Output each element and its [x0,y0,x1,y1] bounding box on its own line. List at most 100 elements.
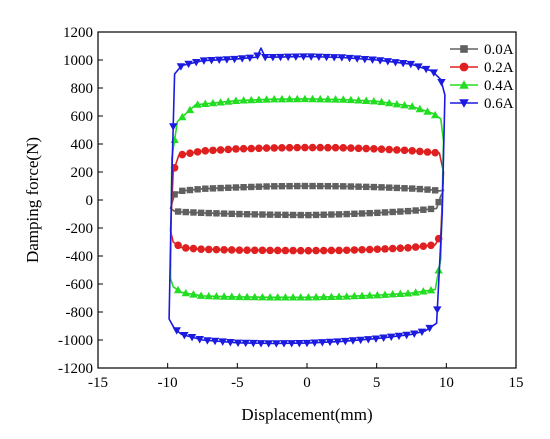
data-marker [347,183,355,190]
data-marker [427,241,435,250]
data-marker [233,339,243,348]
data-marker [232,184,240,191]
data-marker [266,211,274,218]
data-marker [287,340,296,348]
data-marker [270,144,279,152]
data-marker [207,57,216,65]
data-marker [335,246,343,255]
data-marker [383,58,393,66]
data-marker [377,145,386,153]
data-marker [220,246,228,254]
data-marker [342,246,351,255]
data-marker [459,99,469,108]
data-marker [285,143,294,152]
data-marker [201,99,210,108]
data-marker [193,148,202,156]
data-marker [435,198,442,206]
data-marker [348,337,358,345]
data-marker [262,144,271,152]
data-marker [174,241,182,250]
data-marker [181,244,190,252]
data-marker [416,147,424,156]
data-marker [247,144,256,153]
data-marker [215,56,224,65]
data-marker [190,209,197,216]
data-marker [212,292,221,300]
data-marker [228,210,235,218]
data-marker [337,54,347,62]
data-marker [411,288,420,296]
data-marker [186,186,194,194]
data-marker [324,182,332,190]
data-marker [263,183,270,190]
data-marker [322,53,331,62]
data-marker [224,145,233,154]
data-marker [231,96,241,104]
data-marker [295,339,304,348]
data-marker [387,333,396,342]
data-marker [241,339,250,348]
data-marker [385,145,394,154]
data-marker [277,94,287,103]
data-marker [311,292,321,301]
data-marker [366,209,373,217]
data-marker [325,338,335,347]
data-marker [306,53,316,61]
data-marker [259,211,266,218]
data-marker [335,211,343,218]
data-marker [346,95,356,104]
data-marker [374,209,381,217]
series-0.4A [169,94,445,301]
x-tick-label: 5 [373,375,381,391]
data-marker [378,184,385,191]
data-marker [212,245,221,254]
data-marker [331,95,340,103]
data-marker [224,97,233,105]
data-marker [431,148,439,157]
data-marker [283,53,293,62]
data-marker [193,100,202,108]
data-marker [205,209,212,217]
data-marker [195,336,204,344]
y-tick-label: 1200 [63,25,93,41]
data-marker [256,340,266,348]
data-marker [354,96,363,104]
y-tick-label: -800 [66,305,94,321]
data-marker [358,245,366,254]
data-marker [176,63,186,71]
data-marker [417,328,427,336]
data-marker [296,293,305,301]
y-tick-label: 400 [71,137,94,153]
data-marker [331,143,340,152]
data-marker [210,337,220,346]
data-marker [310,339,319,347]
data-marker [339,95,348,103]
data-marker [431,187,439,194]
data-marker [362,96,371,104]
y-tick-label: 0 [86,193,94,209]
legend-label: 0.2A [484,60,514,76]
data-marker [358,210,366,217]
data-marker [389,208,396,216]
data-marker [182,208,189,216]
data-marker [196,291,206,299]
data-marker [278,183,286,190]
data-marker [340,183,347,190]
data-marker [270,94,279,103]
data-marker [178,112,187,121]
legend-entry: 0.4A [450,78,514,94]
data-marker [355,183,362,190]
x-axis-label: Displacement(mm) [241,405,372,424]
data-marker [406,60,416,69]
data-marker [197,245,205,253]
data-marker [392,99,402,108]
data-marker [408,146,416,155]
data-marker [203,337,212,345]
legend-label: 0.6A [484,96,514,112]
data-marker [240,183,247,191]
data-marker [289,211,297,219]
data-marker [299,53,308,61]
data-marker [410,330,419,338]
data-marker [419,242,428,250]
